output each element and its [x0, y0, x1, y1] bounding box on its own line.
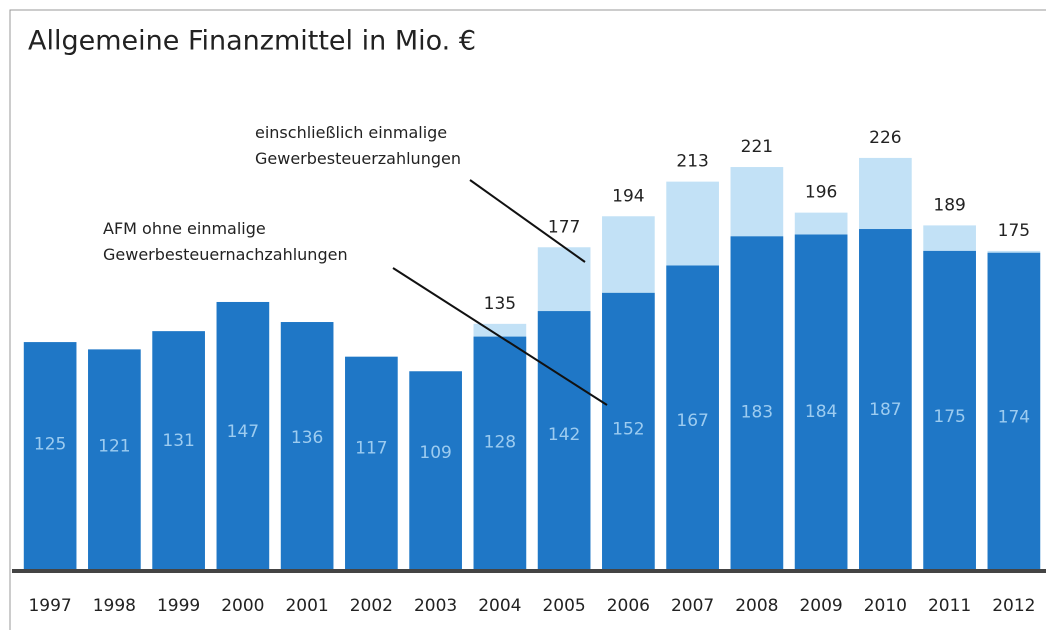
value-label: 147: [227, 422, 259, 442]
x-tick-label: 2006: [607, 596, 650, 616]
value-label: 142: [548, 425, 580, 445]
value-label: 177: [548, 217, 580, 237]
value-label: 136: [291, 428, 323, 448]
frame: [9, 9, 1046, 630]
bar: [537, 311, 591, 570]
bar: [794, 234, 848, 571]
leader-line: [392, 267, 608, 406]
bar: [473, 336, 527, 570]
x-tick-label: 2010: [864, 596, 907, 616]
x-tick-label: 2002: [350, 596, 393, 616]
bar: [602, 292, 655, 570]
value-label: 167: [676, 411, 708, 431]
value-label: 128: [484, 433, 516, 453]
value-label: 174: [998, 407, 1030, 427]
bar: [409, 371, 462, 570]
value-label: 184: [805, 402, 837, 422]
value-label: 187: [869, 400, 901, 420]
x-tick-label: 2012: [992, 596, 1035, 616]
x-tick-label: 2004: [478, 596, 521, 616]
x-tick-label: 1998: [93, 596, 136, 616]
bar: [923, 250, 976, 570]
bar: [216, 301, 270, 570]
value-label: 221: [741, 137, 773, 157]
value-label: 135: [484, 294, 516, 314]
x-tick-label: 2000: [221, 596, 264, 616]
bar: [730, 236, 784, 570]
bar: [23, 342, 77, 570]
bar: [345, 356, 398, 570]
x-tick-label: 1999: [157, 596, 200, 616]
bar: [987, 252, 1041, 571]
value-label: 125: [34, 434, 66, 454]
value-label: 194: [612, 186, 644, 206]
value-label: 213: [676, 152, 708, 172]
value-label: 175: [933, 407, 965, 427]
bar: [152, 331, 205, 570]
annotation: einschließlich einmalige Gewerbesteuerza…: [255, 123, 461, 168]
bar: [280, 322, 334, 570]
value-label: 117: [355, 439, 387, 459]
x-tick-label: 2001: [285, 596, 328, 616]
value-label: 109: [419, 443, 451, 463]
x-tick-label: 2007: [671, 596, 714, 616]
value-label: 131: [162, 431, 194, 451]
x-tick-label: 2005: [542, 596, 585, 616]
x-tick-label: 2009: [799, 596, 842, 616]
leader-line: [469, 179, 586, 263]
bar: [88, 349, 141, 570]
x-tick-label: 2011: [928, 596, 971, 616]
value-label: 196: [805, 183, 837, 203]
bar: [859, 229, 912, 570]
bar: [666, 265, 719, 570]
x-tick-label: 1997: [28, 596, 71, 616]
x-tick-label: 2003: [414, 596, 457, 616]
value-label: 152: [612, 419, 644, 439]
value-label: 189: [933, 195, 965, 215]
value-label: 175: [998, 221, 1030, 241]
value-label: 121: [98, 436, 130, 456]
value-label: 183: [741, 402, 773, 422]
chart-title: Allgemeine Finanzmittel in Mio. €: [28, 26, 476, 57]
annotation: AFM ohne einmalige Gewerbesteuernachzahl…: [103, 219, 348, 264]
value-label: 226: [869, 128, 901, 148]
x-tick-label: 2008: [735, 596, 778, 616]
